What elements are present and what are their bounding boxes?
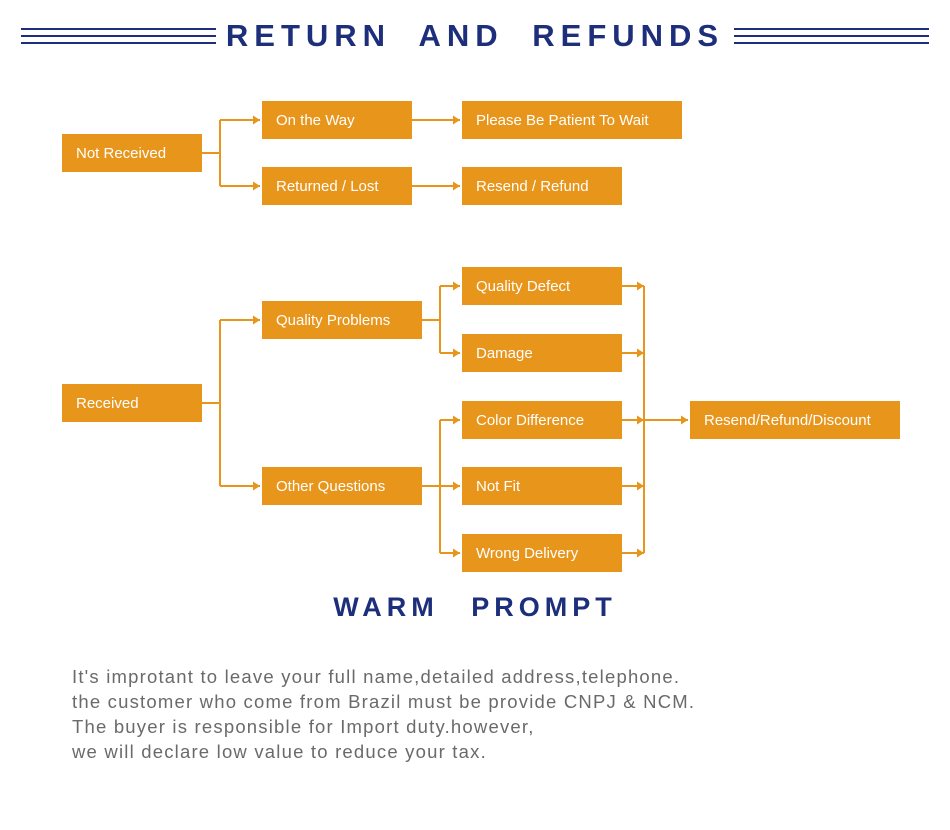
node-quality-defect: Quality Defect [462,267,622,305]
node-received: Received [62,384,202,422]
node-resend-refund-1: Resend / Refund [462,167,622,205]
return-refund-flowchart: Not Received On the Way Please Be Patient … [0,54,950,564]
node-damage: Damage [462,334,622,372]
main-title: RETURN AND REFUNDS [226,18,724,54]
node-quality-problems: Quality Problems [262,301,422,339]
node-on-the-way: On the Way [262,101,412,139]
node-not-fit: Not Fit [462,467,622,505]
node-please-wait: Please Be Patient To Wait [462,101,682,139]
warm-prompt-text: It's improtant to leave your full name,d… [72,665,892,765]
node-other-questions: Other Questions [262,467,422,505]
node-not-received: Not Received [62,134,202,172]
node-wrong-delivery: Wrong Delivery [462,534,622,572]
node-color-difference: Color Difference [462,401,622,439]
title-rule-right [734,28,929,44]
node-resend-refund-discount: Resend/Refund/Discount [690,401,900,439]
title-row: RETURN AND REFUNDS [0,0,950,54]
title-rule-left [21,28,216,44]
sub-title: WARM PROMPT [0,592,950,623]
node-returned-lost: Returned / Lost [262,167,412,205]
